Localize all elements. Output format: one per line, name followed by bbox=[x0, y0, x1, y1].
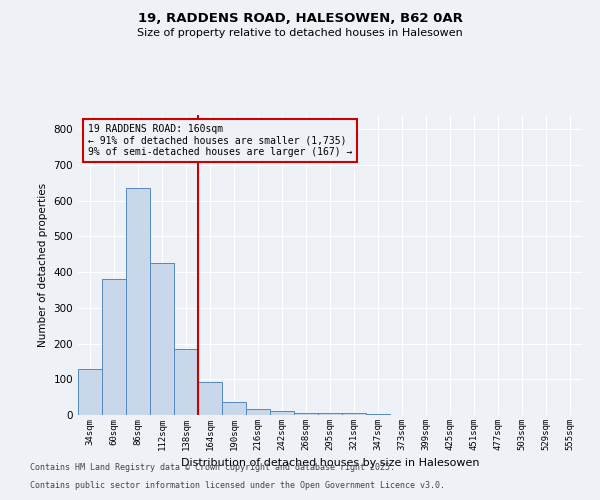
Text: Size of property relative to detached houses in Halesowen: Size of property relative to detached ho… bbox=[137, 28, 463, 38]
Bar bbox=[102, 280, 126, 415]
Bar bbox=[270, 412, 294, 415]
Bar bbox=[198, 382, 222, 415]
Text: Contains HM Land Registry data © Crown copyright and database right 2025.: Contains HM Land Registry data © Crown c… bbox=[30, 464, 395, 472]
Bar bbox=[222, 402, 246, 415]
Bar bbox=[246, 409, 270, 415]
Bar bbox=[174, 349, 198, 415]
Bar bbox=[366, 414, 390, 415]
Bar bbox=[126, 188, 150, 415]
Text: 19 RADDENS ROAD: 160sqm
← 91% of detached houses are smaller (1,735)
9% of semi-: 19 RADDENS ROAD: 160sqm ← 91% of detache… bbox=[88, 124, 352, 157]
Bar bbox=[78, 368, 102, 415]
Bar bbox=[342, 412, 366, 415]
X-axis label: Distribution of detached houses by size in Halesowen: Distribution of detached houses by size … bbox=[181, 458, 479, 468]
Bar bbox=[294, 413, 318, 415]
Text: 19, RADDENS ROAD, HALESOWEN, B62 0AR: 19, RADDENS ROAD, HALESOWEN, B62 0AR bbox=[137, 12, 463, 26]
Bar bbox=[318, 413, 342, 415]
Text: Contains public sector information licensed under the Open Government Licence v3: Contains public sector information licen… bbox=[30, 481, 445, 490]
Bar bbox=[150, 263, 174, 415]
Y-axis label: Number of detached properties: Number of detached properties bbox=[38, 183, 48, 347]
